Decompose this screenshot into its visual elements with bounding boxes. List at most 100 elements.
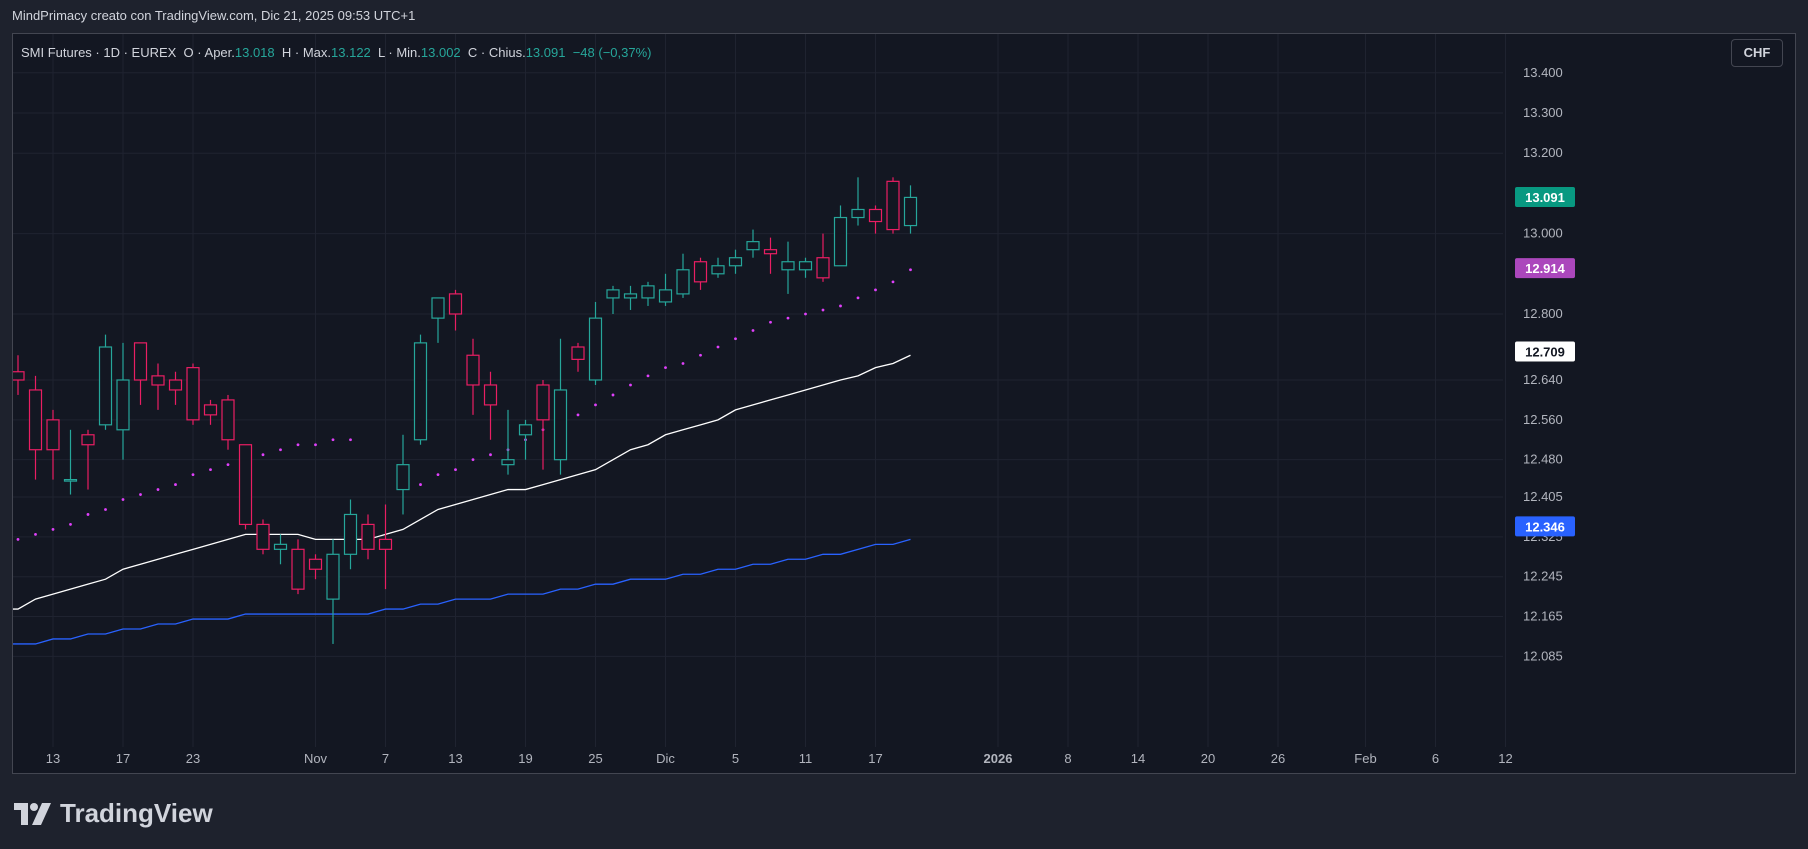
candle-body <box>501 459 515 466</box>
y-tick-label: 12.405 <box>1523 489 1563 504</box>
sar-dot <box>261 453 265 457</box>
candle-body <box>28 389 43 451</box>
x-tick-label: 11 <box>799 751 813 766</box>
sar-dot <box>314 443 317 447</box>
y-tick-label: 12.165 <box>1523 609 1563 624</box>
x-tick-label: 17 <box>868 751 882 766</box>
chart-panel[interactable]: 13.400 13.300 13.200 13.000 12.800 12.640 12.5… <box>12 33 1796 774</box>
candle-body <box>816 257 830 279</box>
candle-body <box>273 543 288 550</box>
x-tick-label: 7 <box>382 751 389 766</box>
x-tick-label: 23 <box>186 751 200 766</box>
legend-low-name: · Min. <box>388 45 421 60</box>
candle-body <box>606 289 620 299</box>
sar-dot <box>856 296 860 300</box>
x-tick-label: 26 <box>1271 751 1285 766</box>
y-tick-label: 12.085 <box>1523 648 1563 663</box>
sar-dot <box>646 374 650 378</box>
ma200-line <box>13 538 911 645</box>
x-tick-label: 13 <box>46 751 60 766</box>
y-tick-label: 13.000 <box>1523 226 1563 241</box>
y-tick-label: 13.400 <box>1523 65 1563 80</box>
candle-body <box>728 257 743 267</box>
x-tick-label: 17 <box>116 751 130 766</box>
y-tick-label: 13.200 <box>1523 145 1563 160</box>
candle-body <box>466 354 480 386</box>
legend-low-value: 13.002 <box>420 45 461 60</box>
price-label-badge <box>1515 187 1575 208</box>
sar-dot <box>51 528 55 531</box>
legend-open-value: 13.018 <box>234 45 275 60</box>
sar-dot <box>69 523 72 526</box>
candle-body <box>343 513 358 555</box>
sar-dot <box>786 316 790 320</box>
candle-body <box>571 346 585 360</box>
y-tick-label: 13.300 <box>1523 105 1563 120</box>
candle-body <box>676 269 690 295</box>
candle-body <box>903 196 918 227</box>
sar-dot <box>821 308 825 312</box>
sar-dot <box>121 498 125 501</box>
sar-dot <box>191 473 195 477</box>
sar-dot <box>139 493 142 496</box>
sar-dot <box>699 353 702 357</box>
x-tick-label: 19 <box>518 751 532 766</box>
candle-body <box>326 553 340 600</box>
x-tick-label: Dic <box>656 751 675 766</box>
sar-dot <box>279 448 282 452</box>
tradingview-logo-icon <box>14 802 51 825</box>
candle-body <box>291 548 305 590</box>
sar-dot <box>174 483 177 486</box>
x-tick-label: 6 <box>1432 751 1439 766</box>
sar-dot <box>454 468 457 472</box>
sar-dot <box>156 488 160 491</box>
price-label-badge <box>1515 258 1575 279</box>
sar-dot <box>629 383 632 387</box>
candle-body <box>361 523 375 550</box>
candle-body <box>623 293 638 299</box>
candle-body <box>483 384 498 406</box>
ohlc-legend: SMI Futures · 1D · EUREX O · Aper.13.018… <box>21 45 651 60</box>
candle-body <box>746 241 760 251</box>
sar-dot <box>226 463 230 467</box>
sar-dot <box>436 473 440 477</box>
sar-dot <box>331 438 335 442</box>
candle-body <box>168 379 183 391</box>
legend-close-value: 13.091 <box>525 45 566 60</box>
legend-change: −48 (−0,37%) <box>572 45 652 60</box>
x-tick-label: 25 <box>588 751 602 766</box>
price-chart[interactable]: 13.400 13.300 13.200 13.000 12.800 12.640 12.5… <box>13 34 1796 774</box>
candle-body <box>98 346 113 426</box>
y-tick-label: 12.560 <box>1523 412 1563 427</box>
sar-dot <box>839 304 842 308</box>
x-tick-label: Nov <box>304 751 328 766</box>
sar-dot <box>349 438 352 442</box>
candle-body <box>203 404 218 416</box>
candle-body <box>833 216 848 267</box>
x-tick-label: 13 <box>448 751 462 766</box>
candle-body <box>658 289 673 303</box>
tradingview-logo-text: TradingView <box>60 798 213 828</box>
candle-body <box>763 249 778 255</box>
price-label-text: 12.346 <box>1525 519 1565 534</box>
sar-dot <box>874 288 877 292</box>
candle-body <box>413 342 428 441</box>
candle-body <box>81 434 95 446</box>
x-tick-label: 20 <box>1201 751 1215 766</box>
sar-dot <box>296 443 300 447</box>
price-label-text: 12.709 <box>1525 345 1565 360</box>
candle-body <box>781 261 795 271</box>
tradingview-logo[interactable]: TradingView <box>14 798 213 829</box>
sar-dot <box>769 320 772 324</box>
candle-body <box>116 379 130 431</box>
candle-body <box>133 342 148 381</box>
candle-body <box>46 419 60 451</box>
sar-dot <box>104 508 107 511</box>
currency-button[interactable]: CHF <box>1731 39 1783 67</box>
author-line: MindPrimacy creato con TradingView.com, … <box>12 8 416 23</box>
candle-body <box>238 444 253 526</box>
legend-close-name: · Chius. <box>480 45 526 60</box>
legend-symbol[interactable]: SMI Futures · 1D · EUREX <box>21 45 177 60</box>
legend-open-label: O <box>183 45 194 60</box>
candle-body <box>221 399 235 441</box>
